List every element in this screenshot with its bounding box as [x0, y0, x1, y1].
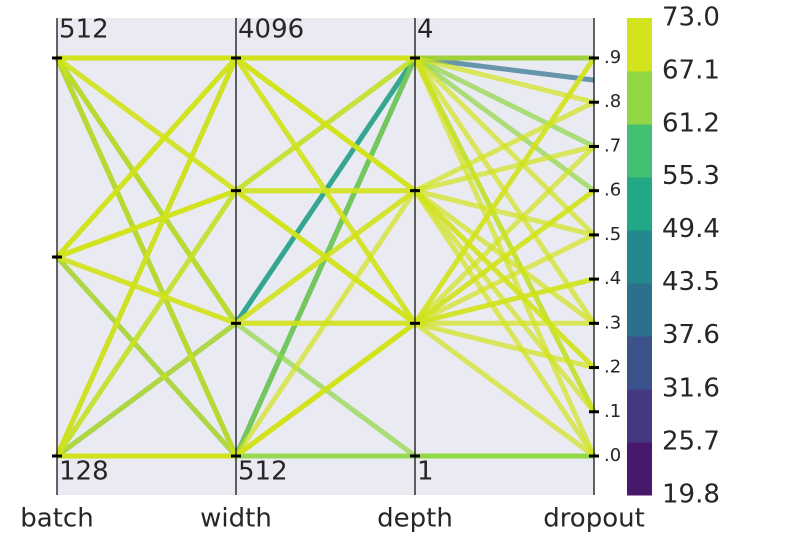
colorbar-label: 37.6	[662, 320, 720, 350]
axis-name: batch	[20, 504, 93, 534]
tick-label: 1	[417, 457, 434, 487]
colorbar-label: 55.3	[662, 161, 720, 191]
axis-name: dropout	[543, 504, 645, 534]
axis-name: width	[200, 504, 272, 534]
colorbar-label: 25.7	[662, 427, 720, 457]
tick-label: 512	[238, 457, 288, 487]
axis-name: depth	[377, 504, 453, 534]
colorbar-label: 67.1	[662, 55, 720, 85]
colorbar-label: 19.8	[662, 480, 720, 510]
colorbar-band	[627, 389, 652, 443]
tick-label: 4	[417, 15, 434, 45]
colorbar-label: 73.0	[662, 3, 720, 33]
colorbar-band	[627, 230, 652, 284]
colorbar-label: 61.2	[662, 108, 720, 138]
lines	[54, 55, 597, 459]
colorbar-band	[627, 283, 652, 337]
tick-label: 128	[59, 457, 109, 487]
tick-label: .7	[604, 135, 621, 156]
colorbar-band	[627, 71, 652, 125]
data-line	[57, 232, 596, 459]
tick-label: .9	[604, 47, 621, 68]
colorbar-label: 49.4	[662, 214, 720, 244]
colorbar-band	[627, 336, 652, 390]
tick-label: 512	[59, 15, 109, 45]
colorbar-label: 43.5	[662, 267, 720, 297]
tick-label: .0	[604, 445, 621, 466]
tick-label: .2	[604, 357, 621, 378]
tick-label: .8	[604, 91, 621, 112]
tick-label: .1	[604, 401, 621, 422]
data-line	[55, 55, 596, 326]
tick-label: .3	[604, 312, 621, 333]
axes: batch 512 128 width 4096 512 depth 4 1 dropout .9.…	[20, 15, 645, 534]
colorbar-band	[627, 124, 652, 178]
colorbar: 73.0 67.1 61.2 55.3 49.4 43.5 37.6 31.6 25.7 19.8	[627, 3, 720, 510]
tick-label: .4	[604, 268, 621, 289]
tick-label: .5	[604, 224, 621, 245]
tick-label: 4096	[238, 15, 304, 45]
colorbar-label: 31.6	[662, 374, 720, 404]
colorbar-band	[627, 18, 652, 72]
colorbar-band	[627, 177, 652, 231]
colorbar-band	[627, 442, 652, 496]
data-line	[57, 55, 596, 237]
tick-label: .6	[604, 180, 621, 201]
data-line	[56, 55, 597, 325]
